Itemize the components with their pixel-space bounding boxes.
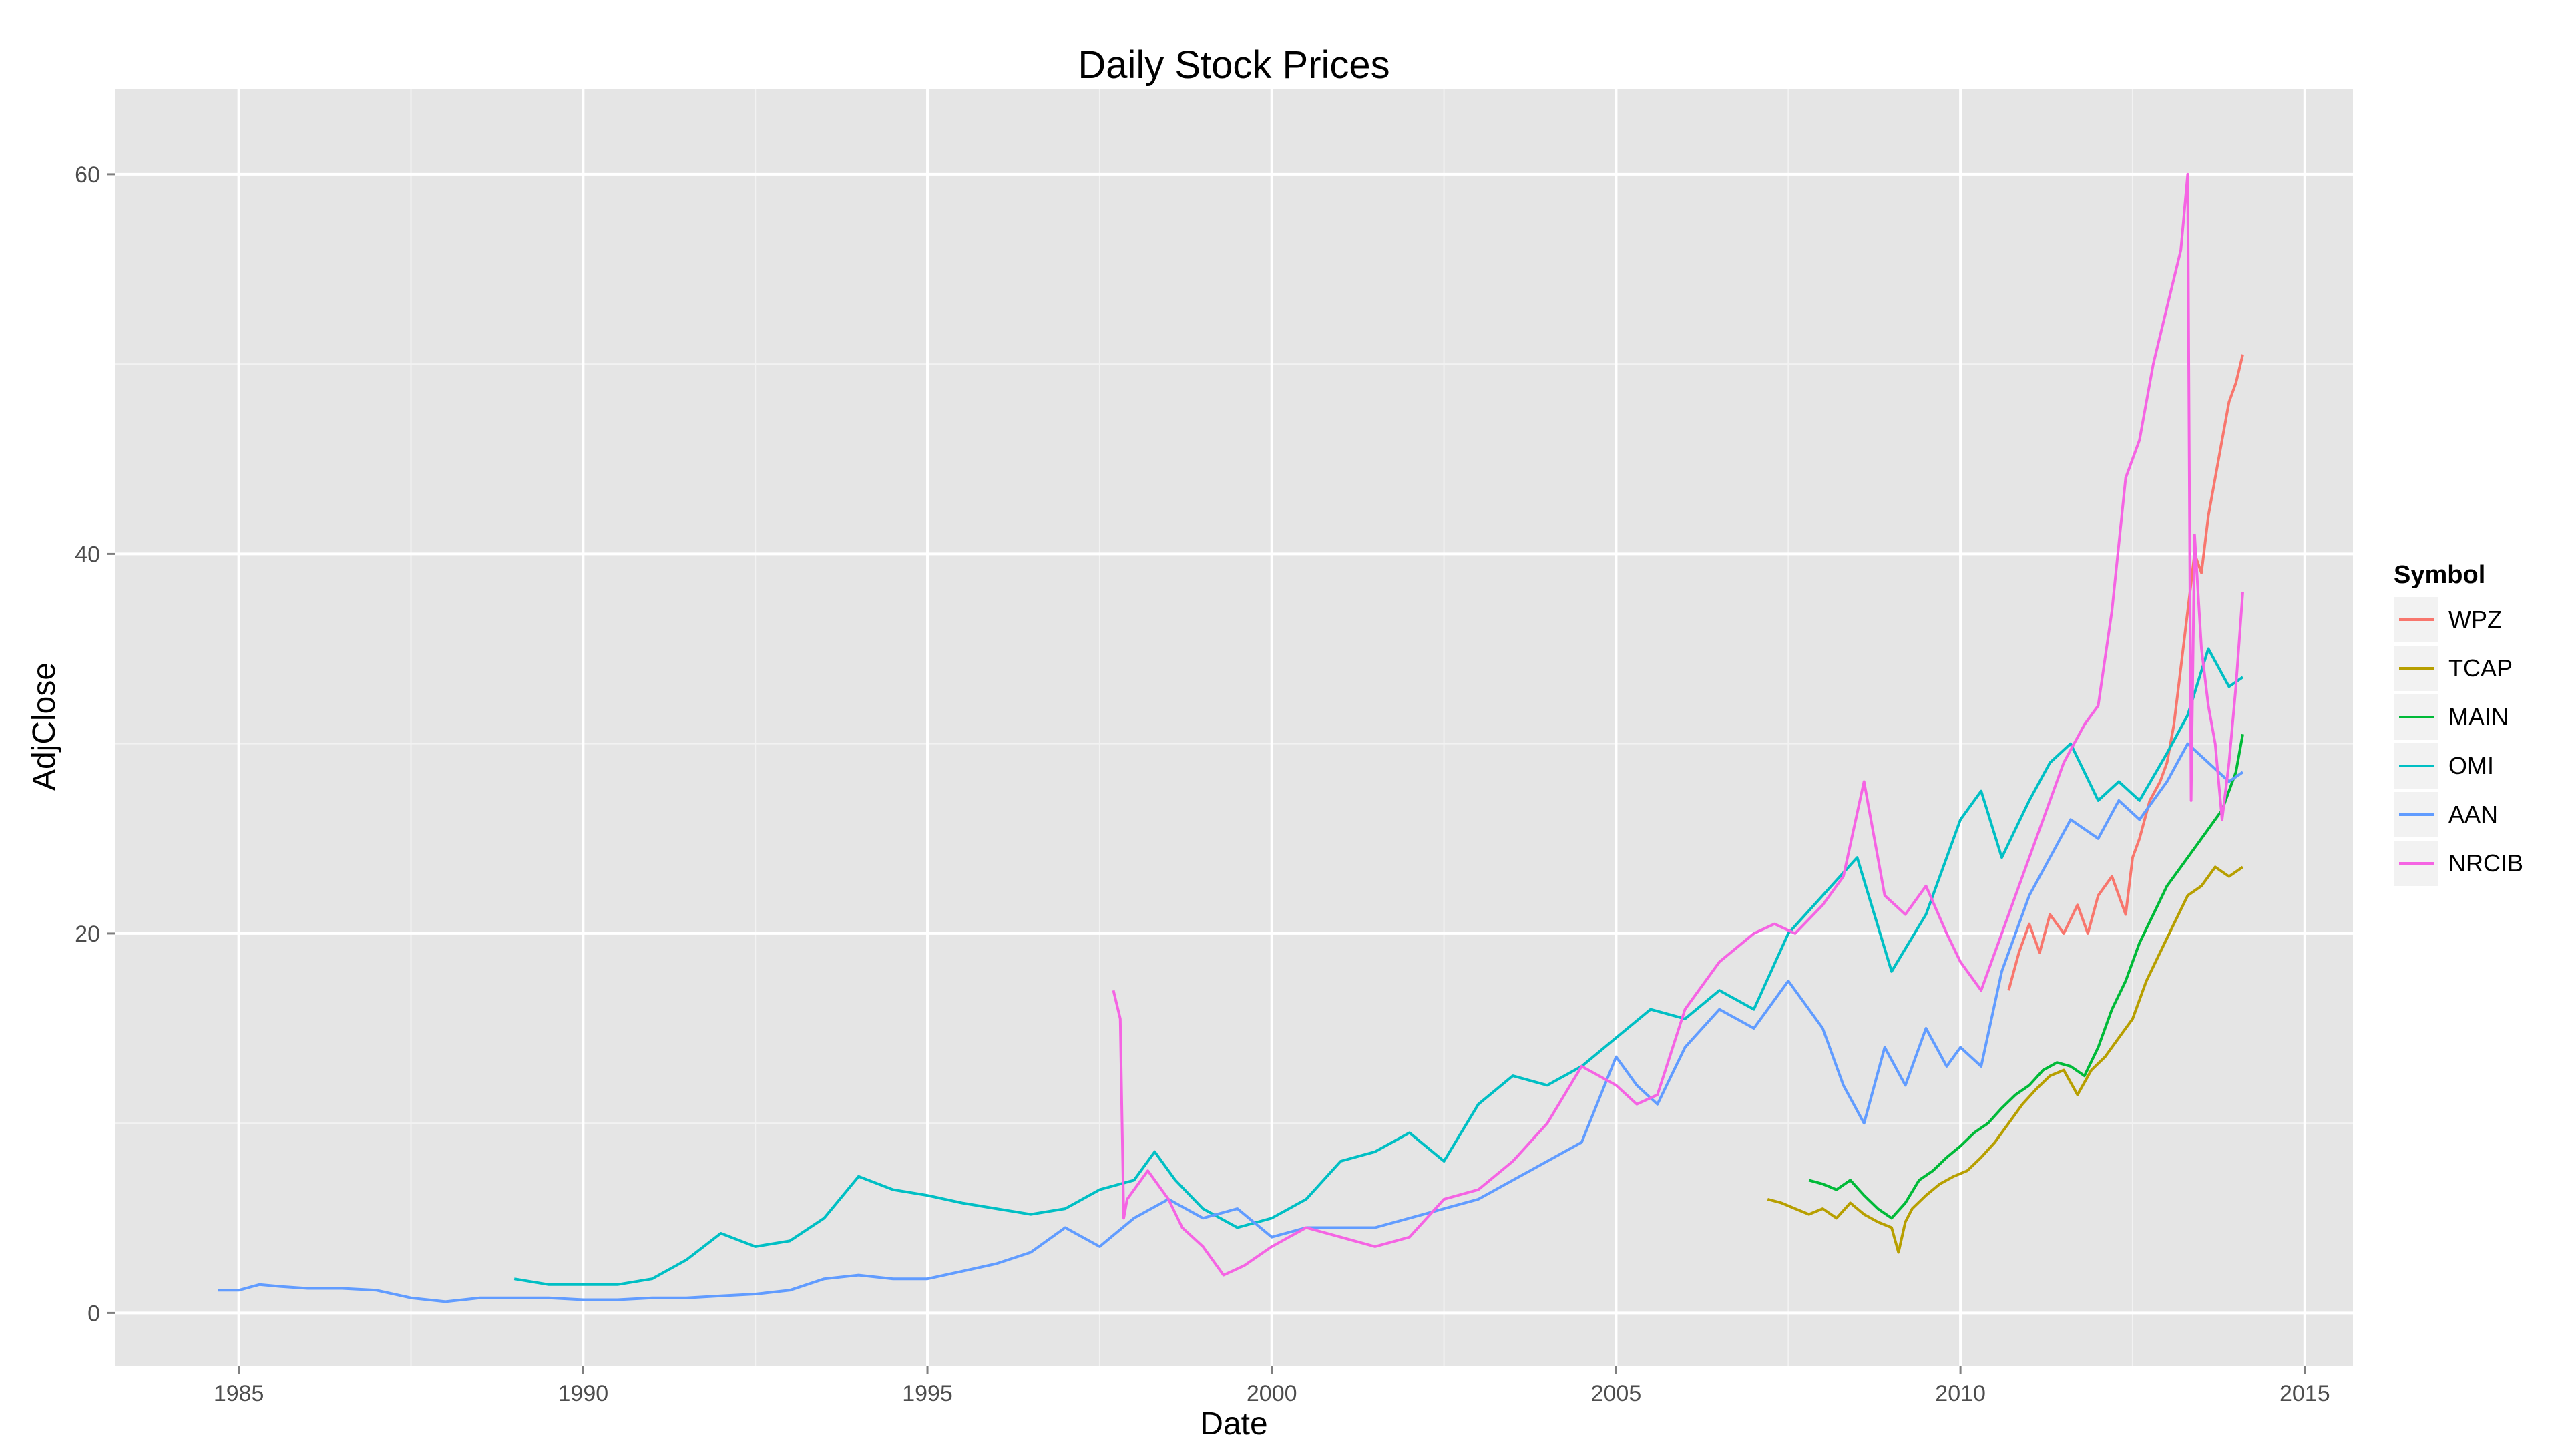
x-axis: 1985 1990 1995 2000 2005 2010 2015	[214, 1366, 2330, 1406]
plot-panel	[115, 89, 2353, 1366]
y-axis-label: AdjClose	[27, 662, 62, 791]
legend-label: NRCIB	[2448, 849, 2523, 877]
x-tick-label: 2000	[1247, 1381, 1297, 1406]
x-tick-label: 2005	[1591, 1381, 1642, 1406]
y-tick-label: 20	[75, 921, 100, 947]
minor-grid	[115, 89, 2353, 1366]
series-line-tcap	[1767, 865, 2244, 1254]
x-axis-label: Date	[1200, 1406, 1267, 1442]
legend-label: MAIN	[2448, 703, 2509, 731]
legend-label: AAN	[2448, 801, 2498, 828]
x-tick-label: 2010	[1935, 1381, 1986, 1406]
legend-label: WPZ	[2448, 606, 2502, 633]
x-tick-label: 1995	[902, 1381, 953, 1406]
series-line-wpz	[2007, 354, 2244, 991]
legend-title: Symbol	[2394, 561, 2485, 589]
x-tick-label: 1990	[558, 1381, 609, 1406]
y-tick-label: 60	[75, 162, 100, 188]
x-tick-label: 2015	[2280, 1381, 2330, 1406]
major-grid	[115, 89, 2353, 1366]
x-tick-label: 1985	[214, 1381, 264, 1406]
series-line-omi	[513, 647, 2244, 1286]
series-line-main	[1808, 734, 2244, 1220]
y-tick-label: 0	[87, 1301, 100, 1326]
y-axis: 0 20 40 60	[75, 162, 115, 1326]
series-layer	[218, 172, 2244, 1303]
series-line-aan	[218, 742, 2244, 1303]
chart-title: Daily Stock Prices	[1078, 43, 1389, 87]
series-line-nrcib	[1112, 172, 2244, 1277]
legend-label: TCAP	[2448, 654, 2513, 682]
legend-label: OMI	[2448, 752, 2494, 779]
legend: Symbol WPZ TCAP MAIN OMI AAN NRCIB	[2393, 561, 2523, 887]
y-tick-label: 40	[75, 542, 100, 567]
